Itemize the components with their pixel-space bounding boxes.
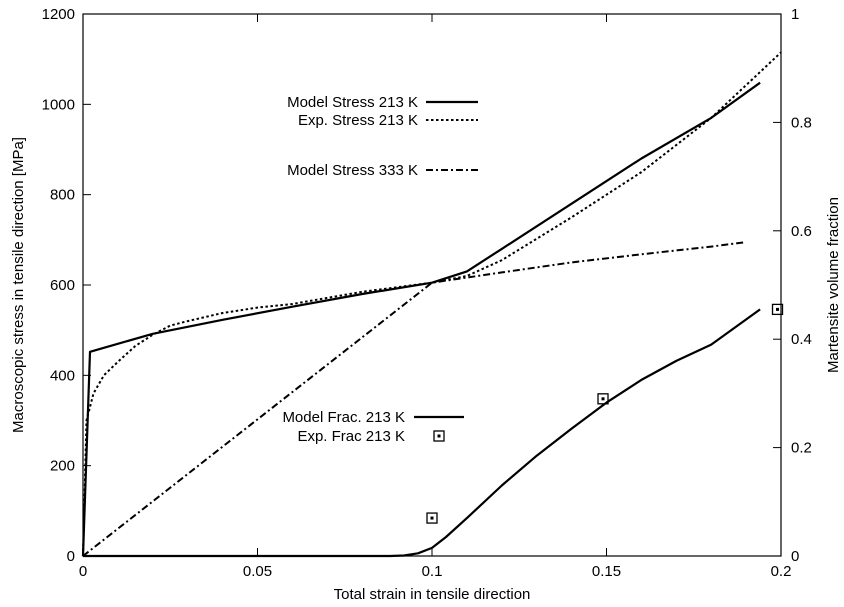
- x-tick-label: 0.05: [243, 563, 272, 580]
- y-tick-label: 800: [50, 187, 75, 204]
- data-point-center-exp-frac-213-k: [430, 516, 434, 520]
- ticks-layer: 0 0.05 0.1 0.15 0.202004006008001000120000.2…: [42, 6, 812, 580]
- y-tick-label: 400: [50, 367, 75, 384]
- y-tick-label: 0: [67, 548, 75, 565]
- data-point-center-exp-frac-213-k: [601, 397, 605, 401]
- y2-tick-label: 0.2: [791, 440, 812, 457]
- legend-sample-center-exp-frac-213-k: [437, 434, 441, 438]
- y-tick-label: 1000: [42, 96, 75, 113]
- legend-label-model-frac-213-k: Model Frac. 213 K: [282, 409, 405, 426]
- series-layer: [81, 51, 784, 558]
- x-tick-label: 0.15: [592, 563, 621, 580]
- x-axis-title: Total strain in tensile direction: [334, 586, 531, 603]
- y2-tick-label: 0.4: [791, 331, 812, 348]
- y-tick-label: 200: [50, 458, 75, 475]
- y-tick-label: 1200: [42, 6, 75, 23]
- legend-label-model-stress-333-k: Model Stress 333 K: [287, 162, 418, 179]
- data-point-exp-frac-213-k: [771, 303, 784, 316]
- data-point-center-exp-frac-213-k: [776, 307, 780, 311]
- plot-frame: [82, 13, 782, 557]
- y2-tick-label: 0.6: [791, 223, 812, 240]
- legend-label-exp-frac-213-k: Exp. Frac 213 K: [297, 428, 405, 445]
- series-line-exp-stress-213-k: [82, 51, 782, 557]
- legend-sample-exp-frac-213-k: [433, 430, 445, 442]
- y2-axis-title: Martensite volume fraction: [825, 197, 842, 373]
- x-tick-label: 0.2: [771, 563, 792, 580]
- x-tick-label: 0.1: [422, 563, 443, 580]
- y-tick-label: 600: [50, 277, 75, 294]
- y2-tick-label: 0: [791, 548, 799, 565]
- series-line-model-stress-333-k: [82, 241, 747, 557]
- y2-tick-label: 0.8: [791, 114, 812, 131]
- y2-tick-label: 1: [791, 6, 799, 23]
- data-point-exp-frac-213-k: [597, 393, 609, 405]
- y-axis-title: Macroscopic stress in tensile direction …: [10, 137, 27, 433]
- x-tick-label: 0: [79, 563, 87, 580]
- series-line-model-stress-213-k: [81, 81, 761, 557]
- series-line-model-frac-213-k: [83, 308, 761, 558]
- legend-label-exp-stress-213-k: Exp. Stress 213 K: [298, 112, 418, 129]
- data-point-exp-frac-213-k: [426, 512, 438, 524]
- legend-label-model-stress-213-k: Model Stress 213 K: [287, 94, 418, 111]
